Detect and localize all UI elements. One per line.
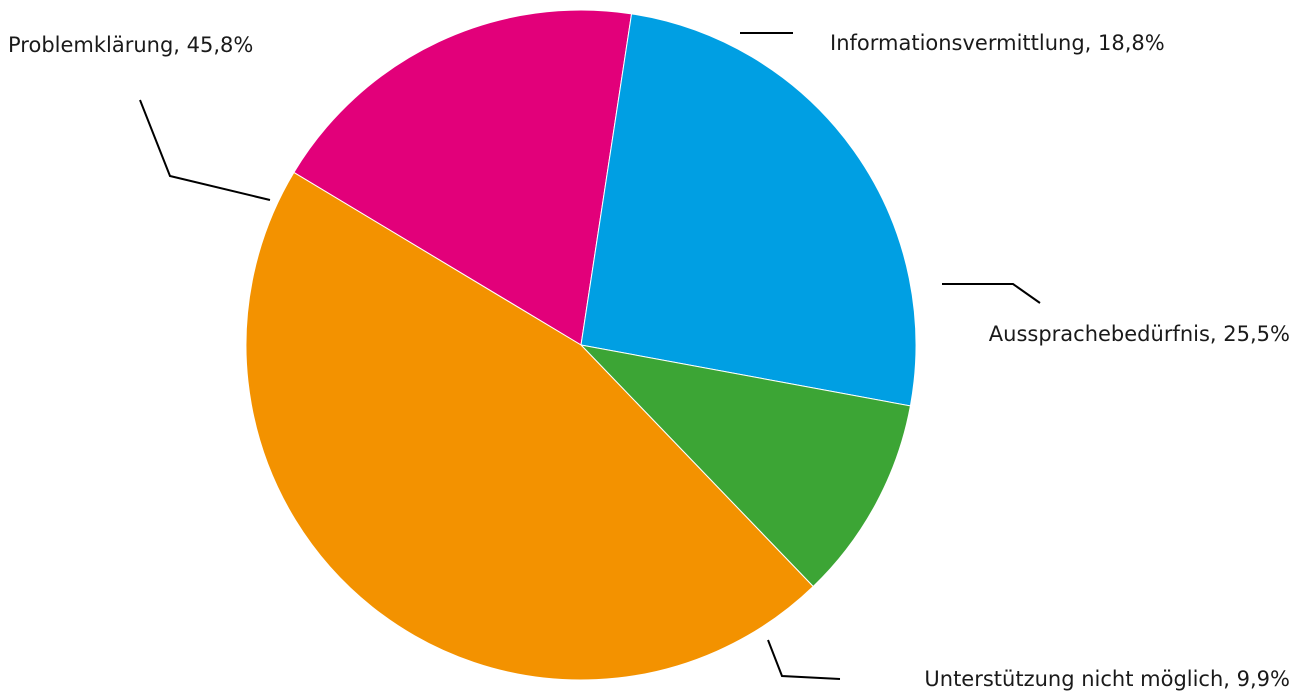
slice-label-aussprachebeduerfnis: Aussprachebedürfnis, 25,5% [989,322,1290,346]
slice-label-informationsvermittlung: Informationsvermittlung, 18,8% [830,31,1165,55]
slice-label-unterstuetzung: Unterstützung nicht möglich, 9,9% [924,667,1290,691]
pie-slice-problemkl-rung [245,171,814,681]
leader-line-problemklaerung [139,99,271,201]
leader-line-aussprachebeduerfnis [942,283,1041,304]
pie-slice-aussprachebed-rfnis [580,13,917,407]
pie-slices [245,9,917,681]
pie-slice-unterst-tzung-nicht-m-glich [579,344,911,588]
pie-slice-informationsvermittlung [293,9,633,346]
leader-line-unterstuetzung [767,639,841,680]
slice-label-problemklaerung: Problemklärung, 45,8% [8,33,253,57]
